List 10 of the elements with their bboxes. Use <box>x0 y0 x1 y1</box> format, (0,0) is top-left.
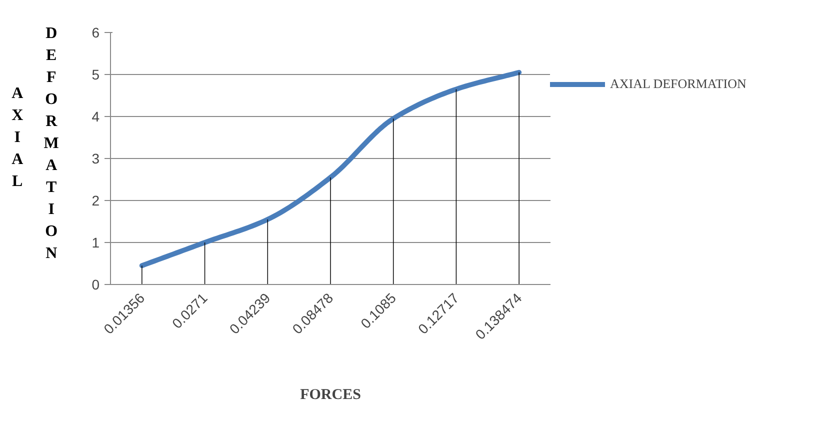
y-tick-label: 5 <box>92 66 100 82</box>
y-tick-label: 0 <box>92 276 100 292</box>
y-axis-title: AXIAL DEFORMATION <box>8 25 61 267</box>
y-tick-label: 1 <box>92 234 100 250</box>
y-tick-label: 3 <box>92 150 100 166</box>
y-tick-label: 6 <box>92 24 100 40</box>
x-axis-title: FORCES <box>300 386 361 403</box>
y-tick-label: 4 <box>92 108 100 124</box>
legend-label: AXIAL DEFORMATION <box>610 76 746 92</box>
y-tick-label: 2 <box>92 192 100 208</box>
